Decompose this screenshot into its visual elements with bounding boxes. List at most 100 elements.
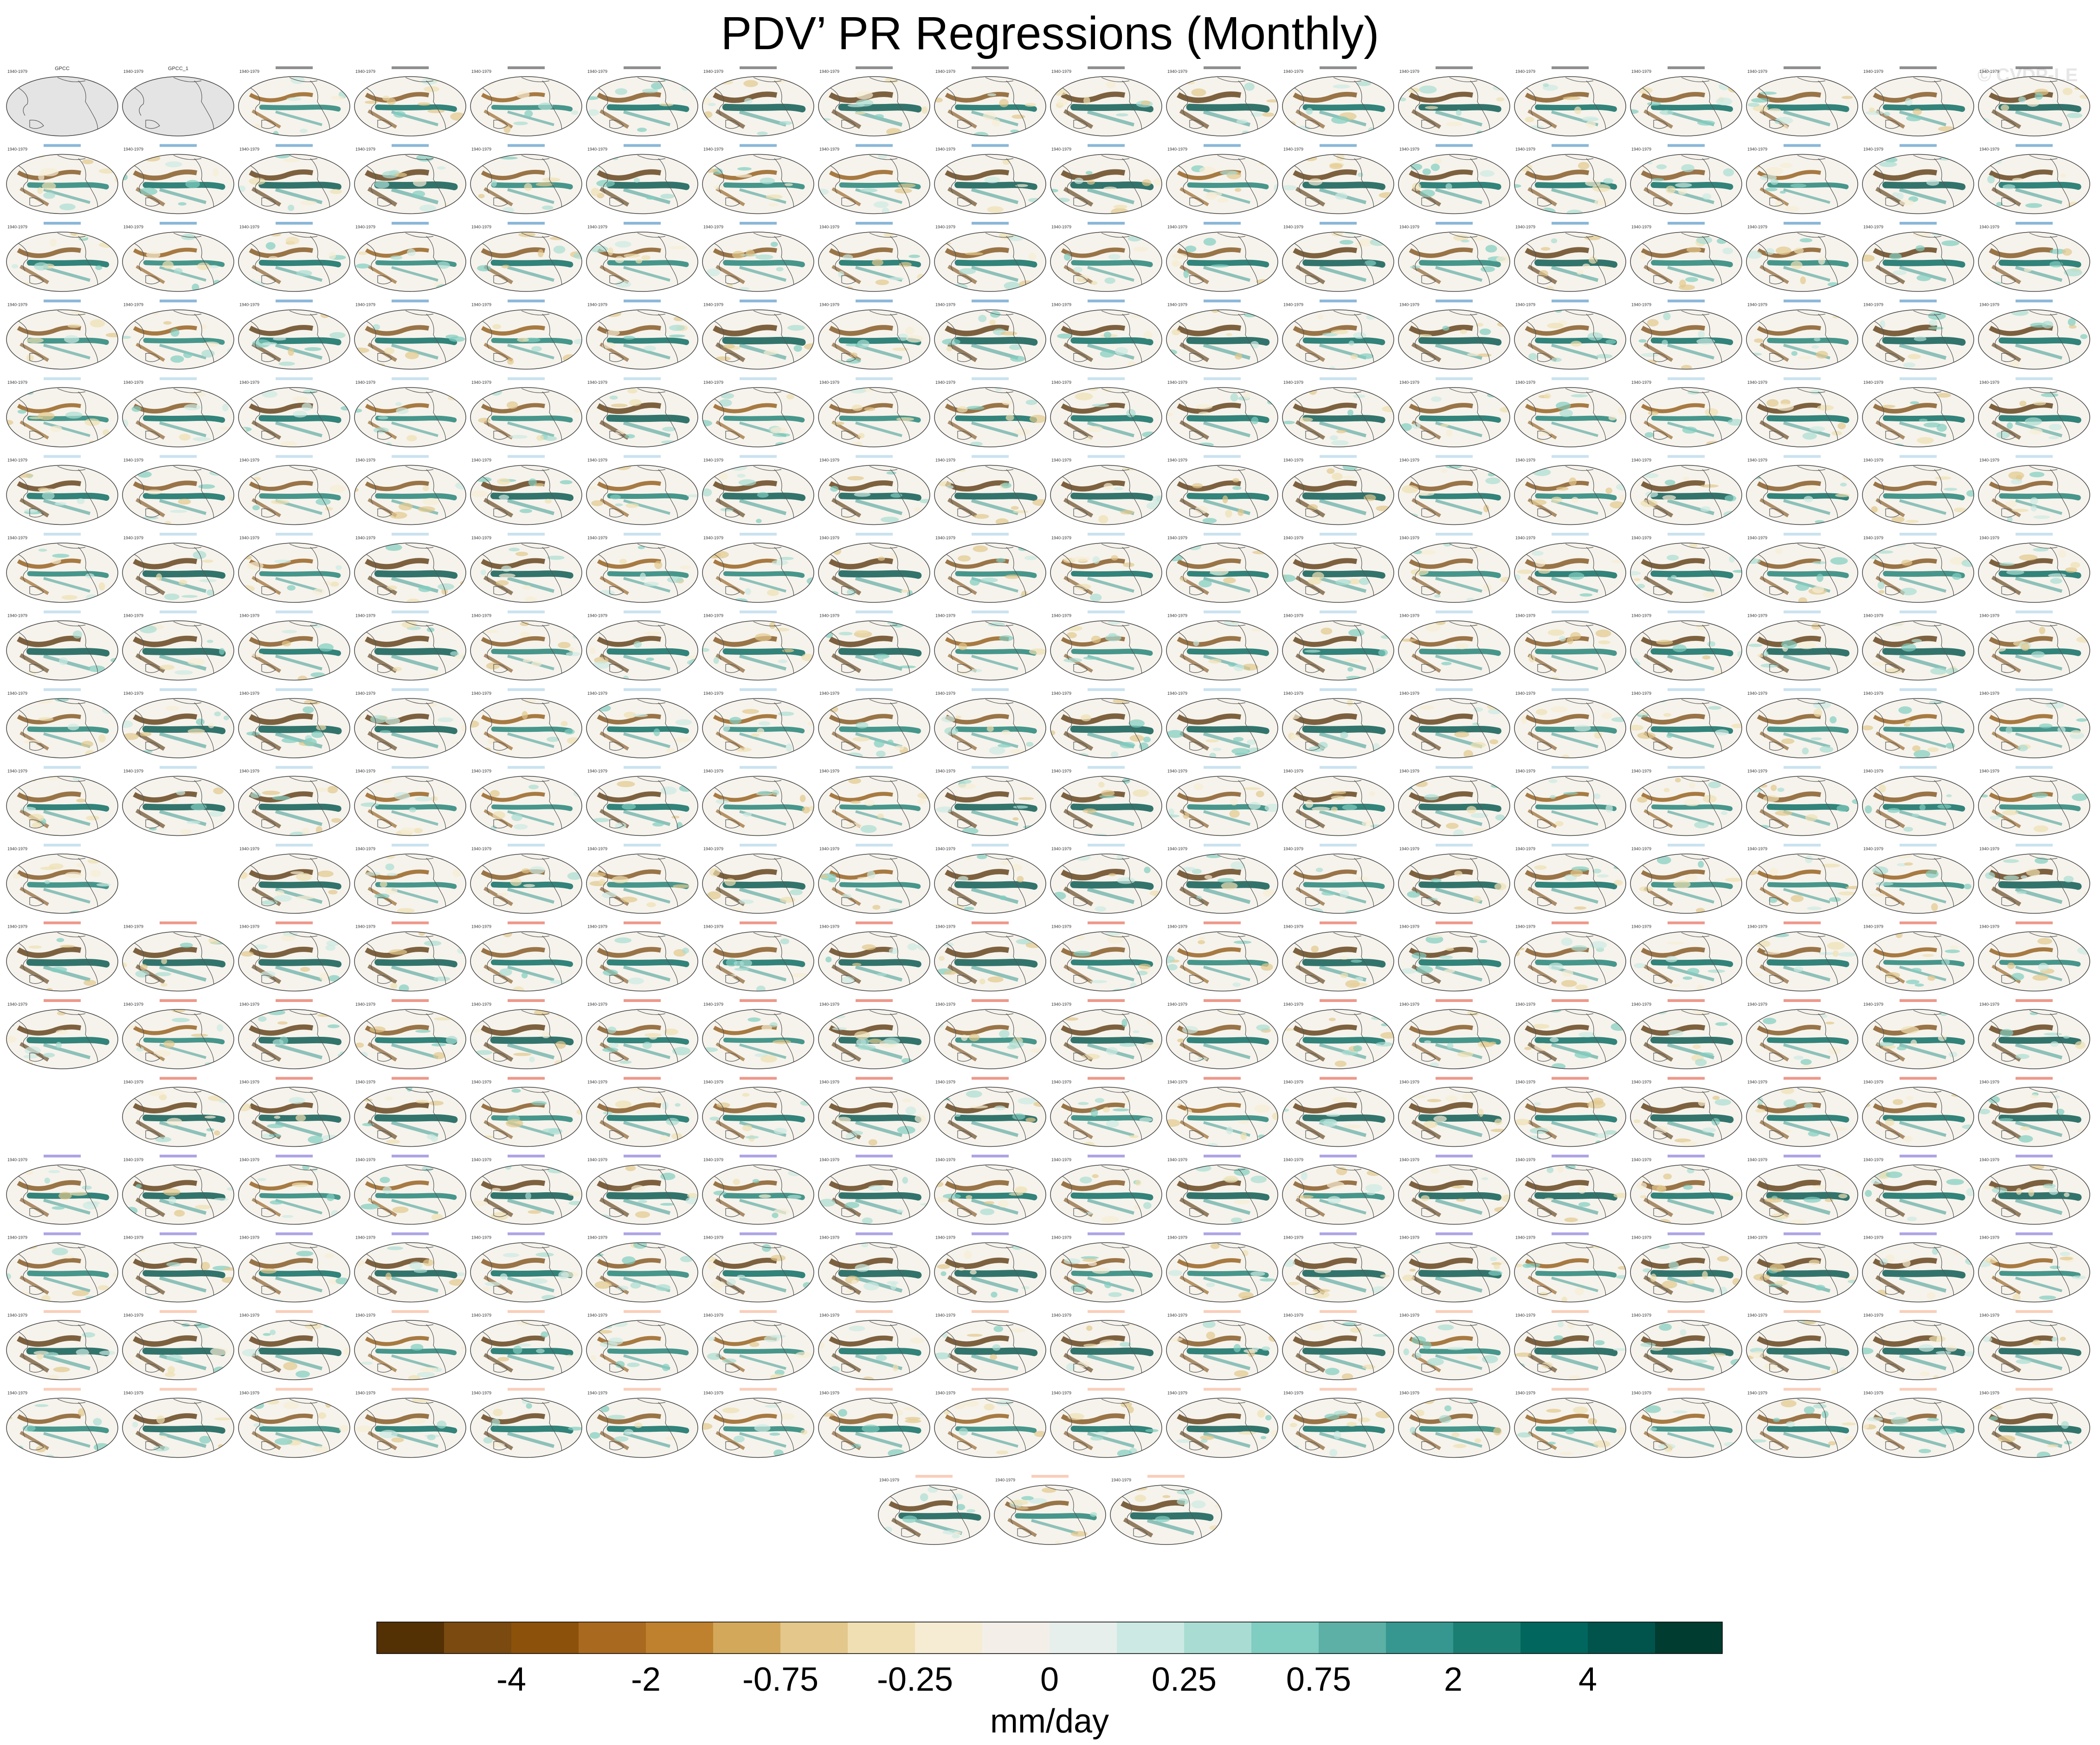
panel-label-mark (44, 222, 81, 225)
panel-label-mark (624, 1155, 661, 1157)
panel-period: 1940-1979 (1631, 536, 1651, 540)
panel-period: 1940-1979 (355, 769, 375, 774)
map-panel: 1940-1979 (6, 1232, 118, 1303)
panel-period: 1940-1979 (935, 69, 955, 74)
panel-period: 1940-1979 (1631, 147, 1651, 152)
map-panel: 1940-1979 (354, 377, 466, 447)
panel-label-mark (44, 688, 81, 691)
panel-map (1282, 310, 1394, 369)
map-panel: 1940-1979 (1630, 1077, 1742, 1147)
panel-label-mark (1552, 1310, 1589, 1313)
panel-period: 1940-1979 (703, 536, 723, 540)
panel-label-mark (276, 1155, 313, 1157)
panel-label-mark (972, 1077, 1009, 1080)
panel-label-mark (1668, 144, 1705, 147)
map-panel: 1940-1979 (122, 610, 234, 681)
panel-label-mark (276, 1077, 313, 1080)
panel-label-mark (1436, 377, 1473, 380)
panel-label-mark (44, 455, 81, 458)
panel-period: 1940-1979 (703, 614, 723, 618)
panel-label-mark (1088, 66, 1125, 69)
panel-map (238, 232, 350, 291)
panel-label-mark (1552, 844, 1589, 847)
panel-label-mark (972, 222, 1009, 225)
panel-label-mark (1900, 921, 1937, 924)
panel-period: 1940-1979 (123, 225, 143, 229)
map-panel: 1940-1979 (1050, 610, 1162, 681)
panel-period: 1940-1979 (239, 1157, 259, 1162)
panel-map (1630, 154, 1742, 214)
map-panel: 1940-1979 (934, 222, 1046, 292)
map-panel: 1940-1979 (1398, 921, 1510, 992)
map-panel: 1940-1979 (1746, 921, 1858, 992)
map-panel: 1940-1979 (1978, 999, 2090, 1069)
panel-period: 1940-1979 (123, 614, 143, 618)
panel-map (1282, 854, 1394, 913)
panel-label-mark (1320, 1388, 1357, 1391)
panel-period: 1940-1979 (123, 1157, 143, 1162)
panel-period: 1940-1979 (819, 458, 839, 463)
panel-label-mark (1147, 1475, 1185, 1478)
map-panel: 1940-1979 (122, 688, 234, 758)
panel-map (122, 154, 234, 214)
panel-map (238, 1242, 350, 1302)
panel-label-mark (160, 766, 197, 769)
panel-map (818, 1242, 930, 1302)
panel-map (934, 1320, 1046, 1380)
map-panel: 1940-1979 (1166, 299, 1278, 370)
map-panel: 1940-1979 (1282, 688, 1394, 758)
panel-period: 1940-1979 (7, 225, 27, 229)
panel-period: 1940-1979 (1283, 225, 1303, 229)
panel-label-mark (276, 66, 313, 69)
panel-map (586, 620, 698, 680)
panel-map (934, 154, 1046, 214)
panel-label-mark (972, 377, 1009, 380)
panel-map (1282, 1087, 1394, 1147)
panel-period: 1940-1979 (703, 1002, 723, 1007)
panel-period: 1940-1979 (1167, 536, 1187, 540)
map-panel: 1940-1979 (1746, 144, 1858, 214)
panel-map (238, 310, 350, 369)
panel-map (1630, 776, 1742, 836)
panel-map (1862, 1009, 1974, 1069)
map-panel: 1940-1979 (1630, 455, 1742, 525)
panel-map (586, 388, 698, 447)
panel-map (1514, 77, 1626, 136)
map-panel: 1940-1979 (1050, 1155, 1162, 1225)
panel-label-mark (1552, 533, 1589, 536)
map-panel: 1940-1979 (934, 377, 1046, 447)
panel-label-mark (740, 688, 777, 691)
map-panel: 1940-1979 (1978, 1232, 2090, 1303)
panel-label-mark (2016, 1232, 2053, 1235)
panel-period: 1940-1979 (1515, 380, 1535, 385)
map-panel: 1940-1979 (1862, 921, 1974, 992)
panel-map (818, 232, 930, 291)
map-panel: 1940-1979 (354, 455, 466, 525)
panel-period: 1940-1979 (239, 225, 259, 229)
panel-label-mark (1204, 455, 1241, 458)
panel-period: 1940-1979 (7, 536, 27, 540)
panel-map (1514, 232, 1626, 291)
panel-period: 1940-1979 (1515, 847, 1535, 851)
panel-period: 1940-1979 (1747, 1080, 1767, 1085)
panel-map (1630, 1242, 1742, 1302)
map-panel: 1940-1979 (1630, 1310, 1742, 1380)
map-panel: 1940-1979 (1746, 1155, 1858, 1225)
map-panel: 1940-1979 (1862, 766, 1974, 836)
panel-map (1514, 1165, 1626, 1224)
panel-label-mark (1552, 999, 1589, 1002)
panel-period: 1940-1979 (1863, 380, 1883, 385)
panel-period: 1940-1979 (935, 1235, 955, 1240)
panel-map (470, 698, 582, 758)
panel-period: 1940-1979 (1399, 769, 1419, 774)
map-panel: 1940-1979 (934, 1232, 1046, 1303)
panel-map (1110, 1485, 1222, 1545)
panel-map (6, 465, 118, 525)
panel-label-mark (1088, 1310, 1125, 1313)
panel-period: 1940-1979 (1631, 225, 1651, 229)
map-panel: 1940-1979 (1050, 1388, 1162, 1458)
panel-period: 1940-1979 (1631, 1313, 1651, 1318)
panel-map (1978, 1087, 2090, 1147)
panel-label-mark (740, 921, 777, 924)
map-panel: 1940-1979 (1050, 1310, 1162, 1380)
